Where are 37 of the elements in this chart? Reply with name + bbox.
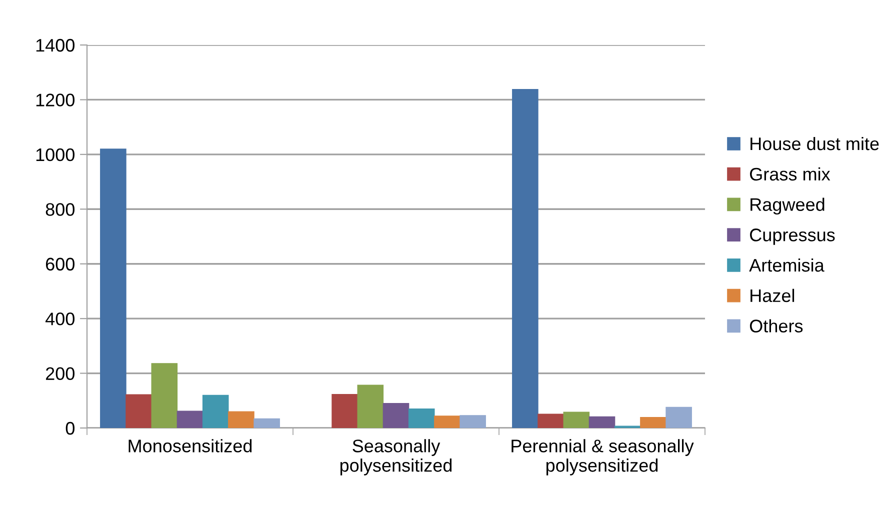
bar — [588, 416, 616, 428]
y-tick-label: 800 — [46, 203, 74, 216]
y-tick-label: 1000 — [36, 148, 74, 162]
legend-label: Ragweed — [750, 198, 824, 215]
bar — [640, 416, 666, 428]
y-tick-label: 600 — [46, 258, 74, 271]
bar — [408, 408, 435, 428]
legend-label: House dust mite — [750, 136, 879, 150]
legend-label: Hazel — [750, 288, 794, 302]
bar — [666, 406, 692, 428]
bar — [512, 88, 538, 428]
bar — [538, 414, 564, 428]
bar — [357, 384, 384, 428]
bar — [332, 394, 358, 428]
legend-label: Artemisia — [749, 258, 824, 272]
legend-label: Others — [750, 319, 803, 332]
bar — [434, 416, 460, 428]
bar — [202, 394, 229, 428]
legend-label: Cupressus — [750, 228, 835, 245]
bar — [100, 148, 126, 428]
x-tick-label: Perennial & seasonally polysensitized — [512, 439, 694, 476]
y-tick-label: 400 — [45, 312, 74, 326]
x-tick-label: Seasonally polysensitized — [340, 439, 452, 476]
y-tick-label: 0 — [66, 422, 74, 435]
y-tick-label: 1400 — [36, 38, 74, 52]
bar — [228, 411, 254, 428]
bar — [563, 412, 590, 428]
bar — [176, 410, 204, 428]
y-tick-label: 1200 — [36, 94, 74, 106]
bar — [382, 403, 410, 428]
legend-label: Grass mix — [750, 167, 830, 181]
bar — [460, 415, 486, 428]
y-tick-label: 200 — [46, 367, 74, 380]
bar — [254, 418, 280, 428]
bar — [151, 363, 178, 428]
x-tick-label: Monosensitized — [128, 439, 252, 452]
bar — [126, 394, 152, 428]
